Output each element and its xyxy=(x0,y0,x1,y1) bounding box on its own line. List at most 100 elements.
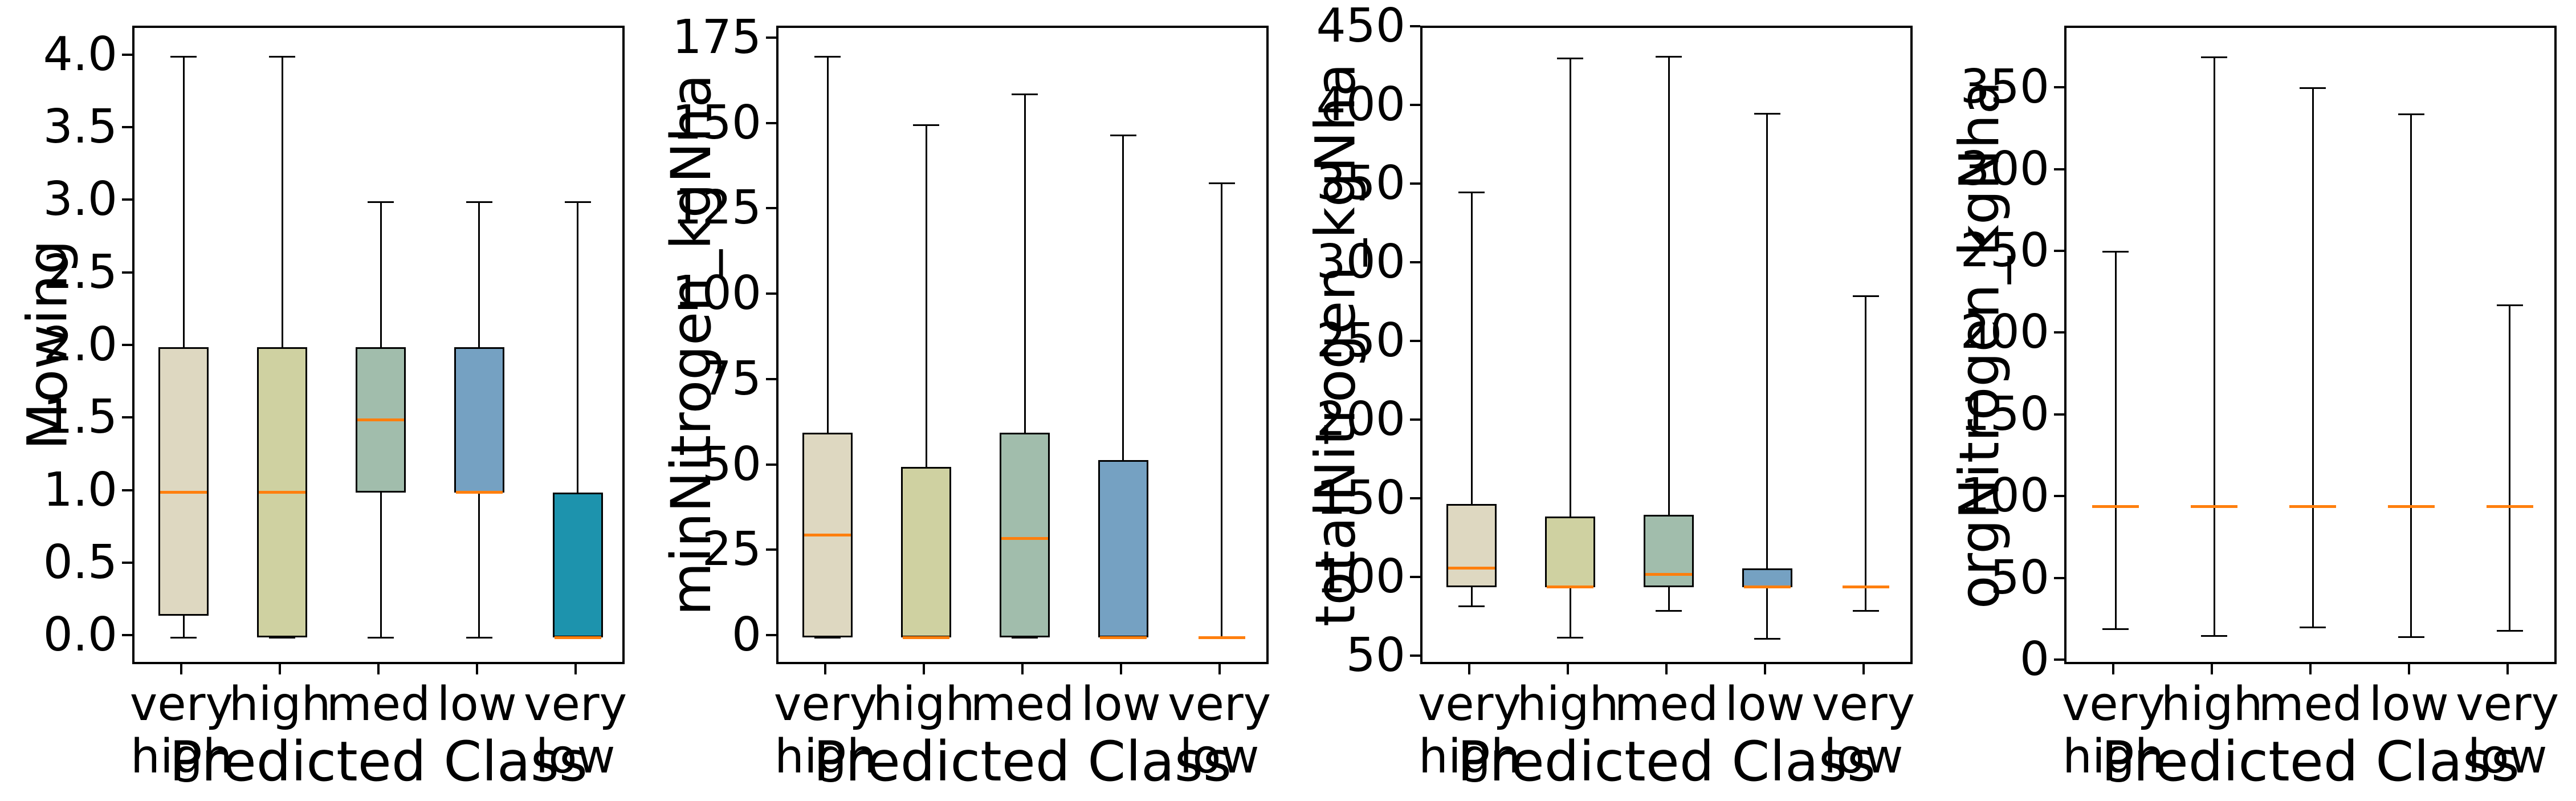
whisker-cap-top xyxy=(814,56,841,58)
whisker-cap-bottom xyxy=(1852,609,1879,612)
y-tick-label: 200 xyxy=(1960,305,2049,360)
median-line xyxy=(1645,573,1692,576)
box-iqr xyxy=(1742,568,1792,587)
y-tick-label: 250 xyxy=(1316,314,1405,368)
y-tick-mark xyxy=(2054,86,2064,89)
whisker-cap-bottom xyxy=(2300,627,2326,629)
y-tick-mark xyxy=(766,292,776,295)
x-tick-label: very high xyxy=(129,677,233,784)
whisker-upper-line xyxy=(577,202,579,493)
whisker-cap-top xyxy=(1557,58,1584,60)
whisker-lower-line xyxy=(1470,587,1473,606)
whisker-cap-top xyxy=(2102,250,2129,253)
y-tick-label: 150 xyxy=(1316,471,1405,526)
median-line xyxy=(1743,585,1791,589)
whisker-cap-bottom xyxy=(1557,636,1584,639)
median-line xyxy=(2486,505,2533,509)
y-tick-mark xyxy=(766,36,776,39)
x-tick-label: med xyxy=(2258,677,2363,731)
y-tick-label: 0.5 xyxy=(43,535,117,589)
whisker-cap-top xyxy=(2201,56,2228,58)
whisker-cap-bottom xyxy=(2102,628,2129,631)
y-tick-mark xyxy=(122,489,132,491)
x-tick-mark xyxy=(574,664,577,674)
y-tick-label: 125 xyxy=(672,181,761,235)
x-tick-mark xyxy=(2506,664,2509,674)
whisker-upper-line xyxy=(380,202,382,347)
y-tick-mark xyxy=(1410,576,1420,579)
x-tick-mark xyxy=(1218,664,1221,674)
y-tick-label: 100 xyxy=(672,266,761,321)
whisker-cap-bottom xyxy=(2201,635,2228,637)
x-tick-label: low xyxy=(1725,677,1805,731)
median-line xyxy=(2191,505,2238,509)
whisker-lower-line xyxy=(1569,587,1571,638)
x-tick-mark xyxy=(2309,664,2312,674)
whisker-cap-top xyxy=(1852,295,1879,297)
y-tick-mark xyxy=(122,416,132,419)
x-tick-mark xyxy=(2112,664,2115,674)
median-line xyxy=(357,418,404,421)
median-line xyxy=(2387,505,2435,509)
whisker-cap-top xyxy=(1208,182,1235,184)
whisker-upper-line xyxy=(2410,114,2412,507)
y-tick-label: 3.0 xyxy=(43,172,117,227)
whisker-cap-bottom xyxy=(1754,638,1780,640)
y-tick-label: 150 xyxy=(1960,387,2049,441)
whisker-upper-line xyxy=(1865,296,1867,587)
y-tick-label: 350 xyxy=(1960,60,2049,115)
whisker-upper-line xyxy=(826,56,829,433)
x-tick-label: very low xyxy=(2455,677,2559,784)
subplot-mowing: Mowing Predicted Class 0.0 0.5 1.0 1.5 2.0 2.… xyxy=(0,0,644,801)
median-line xyxy=(160,491,207,494)
whisker-cap-bottom xyxy=(2398,636,2424,639)
x-tick-mark xyxy=(1862,664,1865,674)
median-line xyxy=(1842,585,1889,589)
y-tick-label: 300 xyxy=(1316,235,1405,290)
y-tick-mark xyxy=(1410,104,1420,107)
median-line xyxy=(554,636,601,639)
subplot-total-nitrogen: totalNitrogen_kgNha Predicted Class 50 10… xyxy=(1288,0,1932,801)
y-tick-label: 2.5 xyxy=(43,245,117,299)
x-tick-label: med xyxy=(970,677,1075,731)
whisker-cap-top xyxy=(269,56,296,58)
x-tick-label: very low xyxy=(523,677,627,784)
x-tick-mark xyxy=(1021,664,1024,674)
box-iqr xyxy=(901,466,952,638)
whisker-cap-bottom xyxy=(1012,636,1038,639)
x-tick-mark xyxy=(377,664,380,674)
box-iqr xyxy=(158,347,209,616)
x-tick-mark xyxy=(1119,664,1122,674)
y-tick-label: 1.0 xyxy=(43,462,117,517)
y-tick-mark xyxy=(122,634,132,637)
median-line xyxy=(1448,567,1495,570)
whisker-upper-line xyxy=(1470,192,1473,504)
x-tick-label: high xyxy=(873,677,975,731)
whisker-cap-top xyxy=(1012,93,1038,96)
y-tick-label: 450 xyxy=(1316,0,1405,54)
y-tick-label: 50 xyxy=(1990,550,2049,605)
median-line xyxy=(1198,636,1245,639)
whisker-cap-top xyxy=(1656,56,1682,58)
box-iqr xyxy=(1446,503,1497,587)
y-tick-label: 3.5 xyxy=(43,100,117,154)
median-line xyxy=(1001,536,1048,540)
x-axis-title: Predicted Class xyxy=(813,730,1232,794)
x-tick-mark xyxy=(279,664,282,674)
y-tick-label: 100 xyxy=(1316,550,1405,604)
whisker-cap-bottom xyxy=(1656,609,1682,612)
x-tick-label: high xyxy=(2161,677,2263,731)
whisker-cap-bottom xyxy=(466,636,492,639)
median-line xyxy=(455,491,503,494)
whisker-upper-line xyxy=(1024,94,1026,433)
x-tick-label: low xyxy=(437,677,517,731)
y-tick-mark xyxy=(122,271,132,274)
y-tick-label: 150 xyxy=(672,95,761,150)
whisker-cap-top xyxy=(170,56,197,58)
y-tick-label: 2.0 xyxy=(43,318,117,372)
x-tick-label: very low xyxy=(1811,677,1915,784)
whisker-lower-line xyxy=(2509,506,2511,631)
whisker-lower-line xyxy=(2114,506,2117,629)
y-tick-mark xyxy=(1410,25,1420,28)
